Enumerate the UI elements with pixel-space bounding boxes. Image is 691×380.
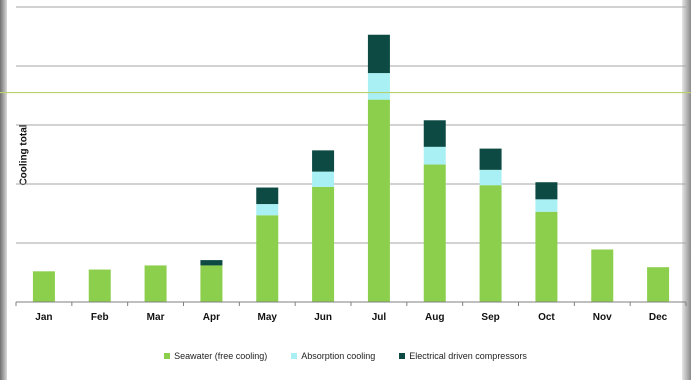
x-tick-label: May <box>258 312 278 323</box>
legend-label: Absorption cooling <box>301 351 376 361</box>
bar-may-series-1 <box>256 215 279 302</box>
x-tick-label: Feb <box>91 312 109 323</box>
legend-item: Absorption cooling <box>291 351 375 361</box>
x-tick-label: Aug <box>425 312 444 323</box>
x-tick-label: Dec <box>649 312 668 323</box>
legend-label: Seawater (free cooling) <box>174 351 268 361</box>
x-tick-label: Jan <box>35 312 52 323</box>
bar-dec-series-1 <box>647 267 670 302</box>
legend-swatch <box>399 353 406 359</box>
bars <box>32 34 670 302</box>
x-tick-label: Oct <box>538 312 555 323</box>
x-tick-label: Jul <box>372 312 387 323</box>
bar-feb-series-1 <box>88 269 111 302</box>
legend: Seawater (free cooling) Absorption coolin… <box>0 351 691 361</box>
bar-oct-series-1 <box>535 211 558 302</box>
bar-nov-series-1 <box>591 249 614 302</box>
bar-oct-series-3 <box>535 182 558 200</box>
bar-jan-series-1 <box>32 271 55 302</box>
x-axis <box>15 301 687 306</box>
legend-item: Electrical driven compressors <box>399 351 527 361</box>
bar-sep-series-2 <box>479 169 502 186</box>
bar-apr-series-3 <box>200 260 223 266</box>
legend-swatch <box>164 353 171 359</box>
x-tick-labels: Jan Feb Mar Apr May Jun Jul Aug Sep Oct Nov Dec <box>35 312 667 323</box>
frame-edge-right <box>682 0 691 380</box>
gridlines <box>16 6 686 244</box>
bar-oct-series-2 <box>535 199 558 212</box>
bar-jun-series-3 <box>312 150 335 172</box>
legend-label: Electrical driven compressors <box>409 351 527 361</box>
bar-jun-series-2 <box>312 171 335 187</box>
bar-sep-series-1 <box>479 185 502 302</box>
x-tick-label: Mar <box>147 312 165 323</box>
frame-edge-left <box>0 0 7 380</box>
bar-jul-series-3 <box>367 34 390 74</box>
x-tick-label: Jun <box>314 312 332 323</box>
bar-aug-series-1 <box>423 164 446 302</box>
x-tick-label: Apr <box>203 312 220 323</box>
x-tick-label: Nov <box>593 312 612 323</box>
bar-jul-series-2 <box>367 73 390 100</box>
bar-mar-series-1 <box>144 265 167 302</box>
bar-aug-series-3 <box>423 120 446 147</box>
bar-jul-series-1 <box>367 99 390 302</box>
bar-sep-series-3 <box>479 148 502 170</box>
bar-jun-series-1 <box>312 186 335 302</box>
legend-item: Seawater (free cooling) <box>164 351 267 361</box>
bar-may-series-3 <box>256 187 279 205</box>
x-tick-label: Sep <box>481 312 499 323</box>
bar-apr-series-1 <box>200 265 223 302</box>
legend-swatch <box>291 353 298 359</box>
bar-aug-series-2 <box>423 146 446 165</box>
bar-may-series-2 <box>256 204 279 216</box>
